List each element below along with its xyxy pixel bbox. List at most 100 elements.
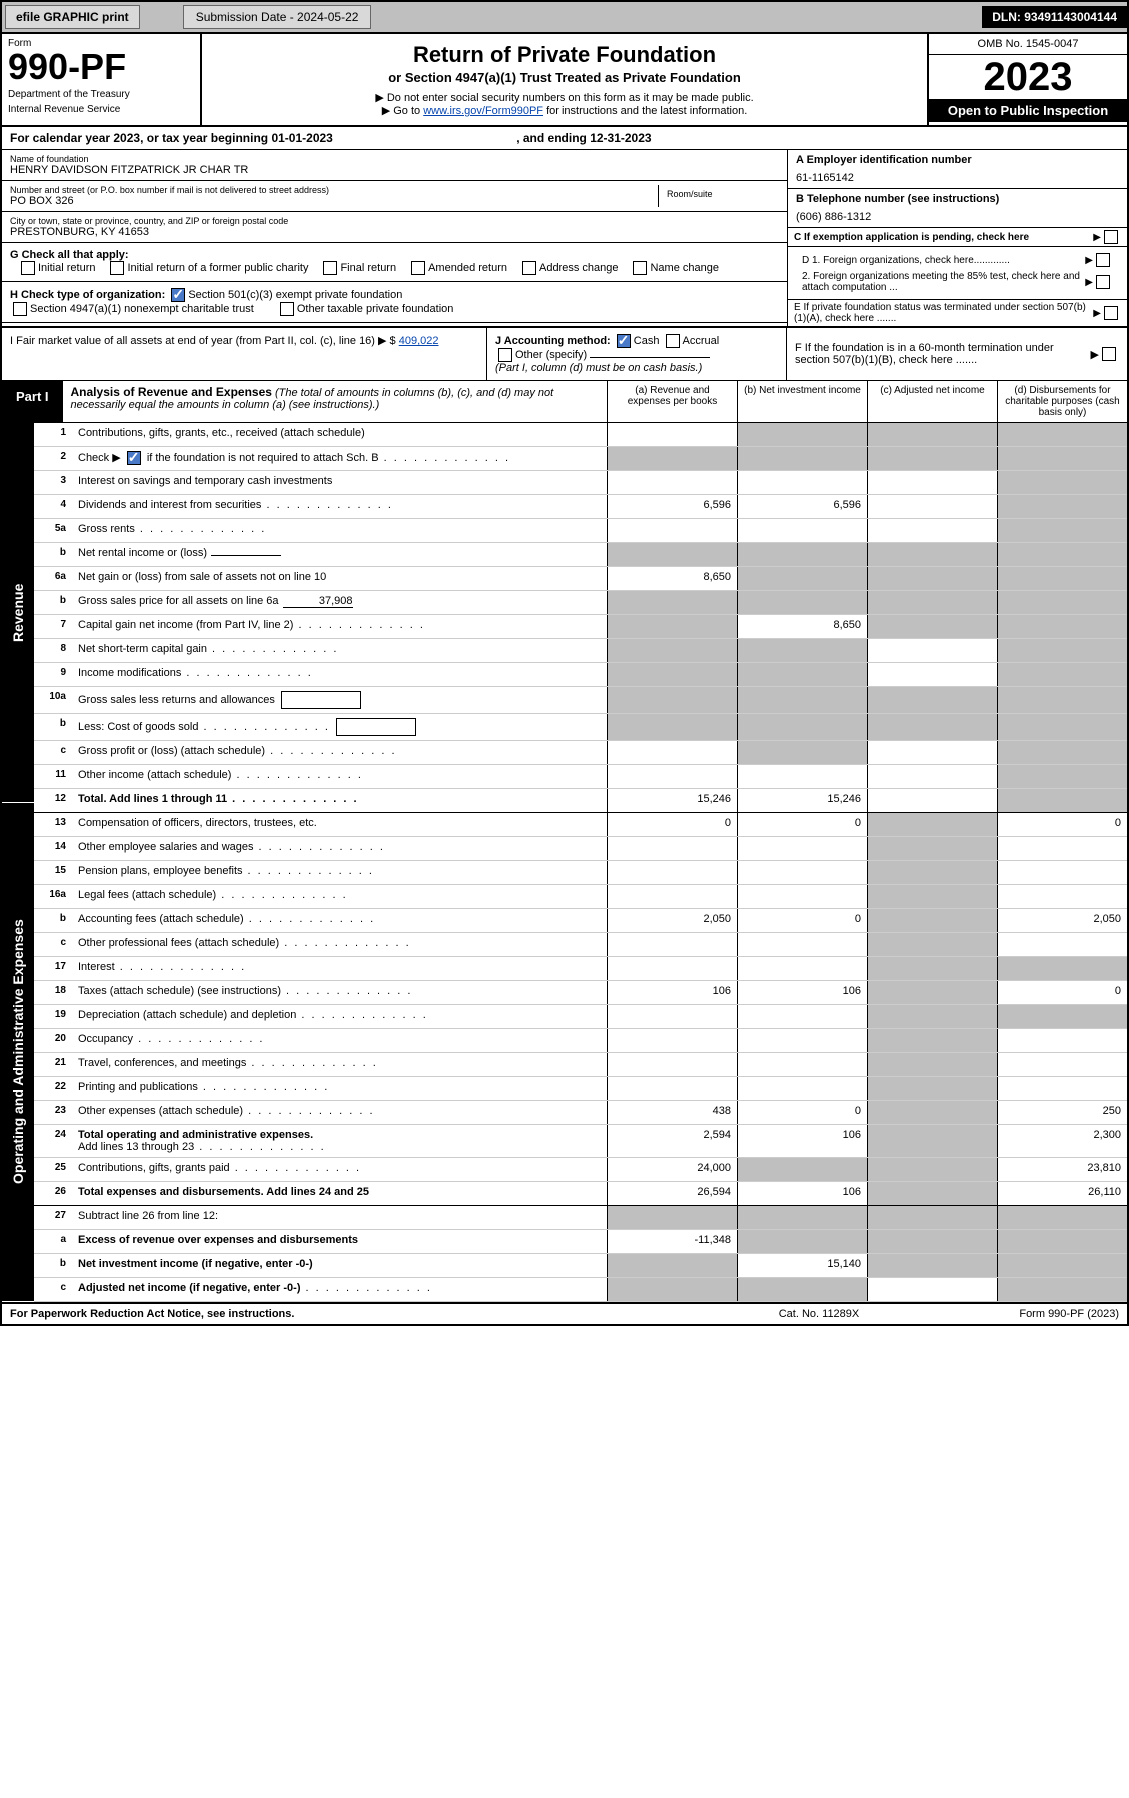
cal-pre: For calendar year 2023, or tax year begi… [10, 131, 271, 145]
l6b-val: 37,908 [283, 595, 353, 608]
l6b-desc: Gross sales price for all assets on line… [78, 595, 279, 607]
l18-d: 0 [997, 981, 1127, 1004]
header-right: OMB No. 1545-0047 2023 Open to Public In… [927, 34, 1127, 125]
ein-value: 61-1165142 [796, 166, 1119, 184]
h-opt-4947: Section 4947(a)(1) nonexempt charitable … [30, 303, 254, 315]
l20-desc: Occupancy [78, 1033, 133, 1045]
l27b-b: 15,140 [737, 1254, 867, 1277]
efile-print-button[interactable]: efile GRAPHIC print [5, 5, 140, 29]
g-opt-initial: Initial return [38, 262, 95, 274]
phone-value: (606) 886-1312 [796, 205, 1119, 223]
l25-desc: Contributions, gifts, grants paid [78, 1162, 230, 1174]
l13-desc: Compensation of officers, directors, tru… [72, 813, 607, 836]
l24-sub: Add lines 13 through 23 [78, 1141, 194, 1153]
c-checkbox[interactable] [1104, 230, 1118, 244]
l10b-desc: Less: Cost of goods sold [78, 721, 198, 733]
cal-end: 12-31-2023 [590, 131, 651, 145]
l16b-a: 2,050 [607, 909, 737, 932]
l12-b: 15,246 [737, 789, 867, 812]
l18-a: 106 [607, 981, 737, 1004]
j-note: (Part I, column (d) must be on cash basi… [495, 362, 702, 374]
header-left: Form 990-PF Department of the Treasury I… [2, 34, 202, 125]
irs-label: Internal Revenue Service [8, 104, 194, 115]
j-accrual-checkbox[interactable] [666, 334, 680, 348]
g-opt-initial-former: Initial return of a former public charit… [127, 262, 308, 274]
h-opt-other: Other taxable private foundation [297, 303, 454, 315]
l9-desc: Income modifications [78, 667, 181, 679]
d1-checkbox[interactable] [1096, 253, 1110, 267]
j-cash-checkbox[interactable] [617, 334, 631, 348]
foundation-info: Name of foundation HENRY DAVIDSON FITZPA… [2, 150, 1127, 328]
l5b-desc: Net rental income or (loss) [78, 547, 207, 559]
h-check-row: H Check type of organization: Section 50… [2, 282, 787, 323]
c-label: C If exemption application is pending, c… [794, 232, 1093, 243]
col-c-header: (c) Adjusted net income [867, 381, 997, 422]
l15-desc: Pension plans, employee benefits [78, 865, 243, 877]
l1-desc: Contributions, gifts, grants, etc., rece… [72, 423, 607, 446]
l24-d: 2,300 [997, 1125, 1127, 1157]
j-cash: Cash [634, 335, 660, 347]
l16c-desc: Other professional fees (attach schedule… [78, 937, 279, 949]
l23-a: 438 [607, 1101, 737, 1124]
part1-badge: Part I [2, 381, 63, 422]
foundation-name: HENRY DAVIDSON FITZPATRICK JR CHAR TR [10, 164, 779, 176]
g-amended-checkbox[interactable] [411, 261, 425, 275]
dln-label: DLN: 93491143004144 [982, 6, 1127, 28]
l27b-desc: Net investment income (if negative, ente… [78, 1258, 313, 1270]
f-checkbox[interactable] [1102, 347, 1116, 361]
g-final-checkbox[interactable] [323, 261, 337, 275]
h-4947-checkbox[interactable] [13, 302, 27, 316]
l24-b: 106 [737, 1125, 867, 1157]
l18-desc: Taxes (attach schedule) (see instruction… [78, 985, 281, 997]
note-ssn: ▶ Do not enter social security numbers o… [210, 91, 919, 104]
revenue-side-label: Revenue [2, 423, 34, 803]
g-initial-former-checkbox[interactable] [110, 261, 124, 275]
g-name-checkbox[interactable] [633, 261, 647, 275]
l26-a: 26,594 [607, 1182, 737, 1205]
l24-title: Total operating and administrative expen… [78, 1129, 313, 1141]
l26-d: 26,110 [997, 1182, 1127, 1205]
d1-label: D 1. Foreign organizations, check here..… [802, 255, 1085, 266]
g-address-checkbox[interactable] [522, 261, 536, 275]
tax-year: 2023 [929, 55, 1127, 99]
ij-row: I Fair market value of all assets at end… [2, 328, 1127, 381]
col-b-header: (b) Net investment income [737, 381, 867, 422]
l22-desc: Printing and publications [78, 1081, 198, 1093]
j-other: Other (specify) [515, 349, 587, 361]
l14-desc: Other employee salaries and wages [78, 841, 253, 853]
calendar-year-row: For calendar year 2023, or tax year begi… [2, 127, 1127, 150]
e-checkbox[interactable] [1104, 306, 1118, 320]
header-center: Return of Private Foundation or Section … [202, 34, 927, 125]
i-value[interactable]: 409,022 [399, 335, 439, 347]
l7-b: 8,650 [737, 615, 867, 638]
l24-a: 2,594 [607, 1125, 737, 1157]
street-label: Number and street (or P.O. box number if… [10, 185, 658, 195]
l13-d: 0 [997, 813, 1127, 836]
return-title: Return of Private Foundation [210, 42, 919, 68]
h-501c3-checkbox[interactable] [171, 288, 185, 302]
l19-desc: Depreciation (attach schedule) and deple… [78, 1009, 296, 1021]
l27a-a: -11,348 [607, 1230, 737, 1253]
l23-desc: Other expenses (attach schedule) [78, 1105, 243, 1117]
d2-label: 2. Foreign organizations meeting the 85%… [802, 271, 1085, 293]
form-page: efile GRAPHIC print Submission Date - 20… [0, 0, 1129, 1326]
l27-desc: Subtract line 26 from line 12: [72, 1206, 607, 1229]
l11-desc: Other income (attach schedule) [78, 769, 231, 781]
l23-b: 0 [737, 1101, 867, 1124]
irs-link[interactable]: www.irs.gov/Form990PF [423, 105, 543, 117]
l25-d: 23,810 [997, 1158, 1127, 1181]
l2-post: if the foundation is not required to att… [144, 452, 379, 464]
l18-b: 106 [737, 981, 867, 1004]
lines-table: Revenue Operating and Administrative Exp… [2, 423, 1127, 1302]
l2-checkbox[interactable] [127, 451, 141, 465]
h-other-checkbox[interactable] [280, 302, 294, 316]
l16b-d: 2,050 [997, 909, 1127, 932]
j-other-checkbox[interactable] [498, 348, 512, 362]
d2-checkbox[interactable] [1096, 275, 1110, 289]
street-value: PO BOX 326 [10, 195, 658, 207]
col-d-header: (d) Disbursements for charitable purpose… [997, 381, 1127, 422]
l2-pre: Check ▶ [78, 452, 124, 464]
page-footer: For Paperwork Reduction Act Notice, see … [2, 1302, 1127, 1324]
l27c-desc: Adjusted net income (if negative, enter … [78, 1282, 300, 1294]
g-initial-checkbox[interactable] [21, 261, 35, 275]
